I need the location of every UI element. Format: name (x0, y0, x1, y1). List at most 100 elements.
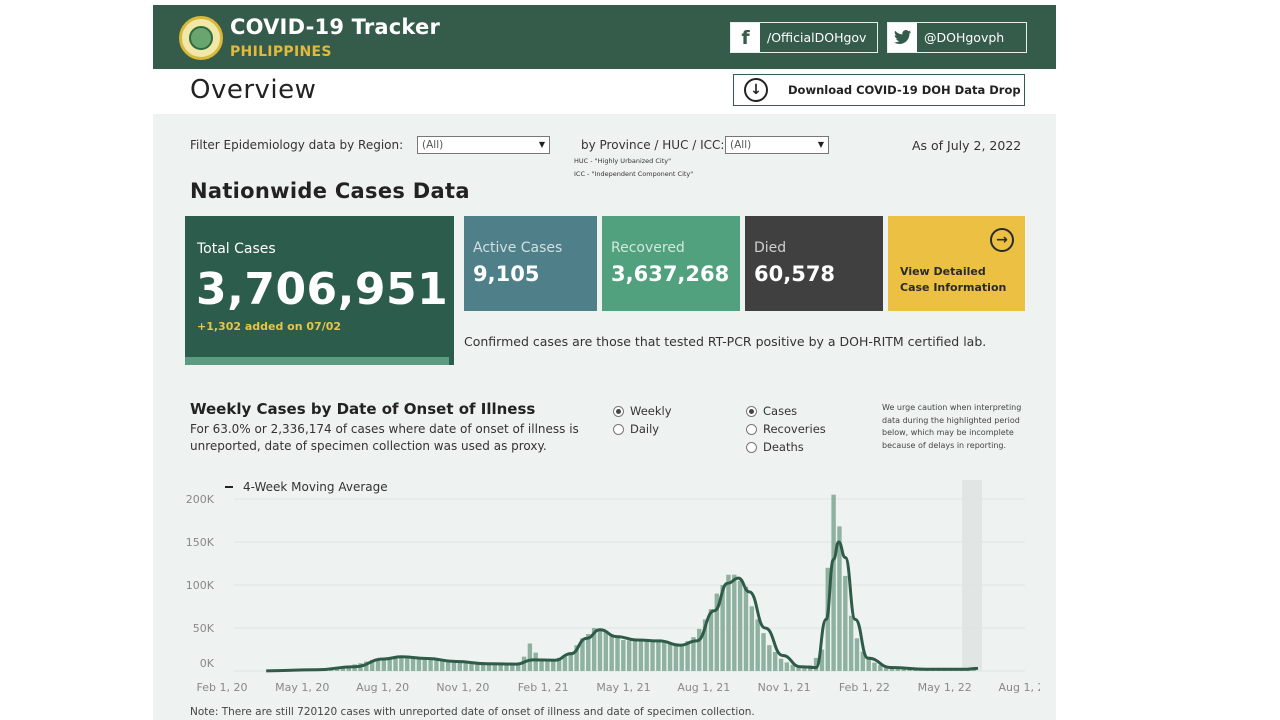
radio-cases[interactable]: Cases (746, 404, 797, 418)
weekly-case-bar (469, 663, 474, 671)
weekly-case-bar (393, 656, 398, 671)
weekly-case-bar (708, 609, 714, 671)
total-cases-card: Total Cases 3,706,951 +1,302 added on 07… (185, 216, 454, 365)
radio-deaths-label: Deaths (763, 440, 804, 454)
weekly-case-bar (405, 657, 410, 671)
weekly-case-bar (691, 637, 696, 671)
weekly-case-bar (416, 658, 422, 671)
y-tick-label: 200K (186, 493, 215, 506)
died-label: Died (754, 240, 787, 256)
weekly-case-bar (533, 652, 538, 671)
view-detailed-label: View Detailed Case Information (900, 265, 1007, 294)
radio-unselected-icon (746, 441, 757, 453)
download-data-drop-button[interactable]: ↓ Download COVID-19 DOH Data Drop (733, 74, 1025, 106)
caution-note: We urge caution when interpreting data d… (882, 403, 1022, 450)
total-cases-accent-bar (185, 357, 449, 365)
weekly-case-bar (872, 662, 877, 671)
weekly-case-bar (656, 640, 661, 671)
weekly-case-bar (866, 658, 871, 671)
weekly-case-bar (767, 645, 772, 671)
radio-weekly-label: Weekly (630, 404, 672, 418)
weekly-case-bar (580, 638, 585, 671)
weekly-case-bar (463, 662, 468, 671)
weekly-cases-chart[interactable]: 0K 50K 100K 150K 200K Feb 1, 20 May 1, 20 Aug 1… (180, 470, 1040, 700)
radio-deaths[interactable]: Deaths (746, 440, 804, 454)
x-tick-label: May 1, 20 (275, 681, 329, 694)
weekly-case-bar (591, 628, 597, 671)
y-tick-label: 0K (200, 657, 215, 670)
weekly-case-bar (562, 654, 568, 671)
weekly-case-bar (475, 664, 480, 671)
region-select[interactable]: (All) ▼ (417, 136, 550, 154)
facebook-icon: f (731, 23, 760, 52)
huc-note: HUC - "Highly Urbanized City" (574, 157, 672, 165)
chart-description: For 63.0% or 2,336,174 of cases where da… (190, 422, 579, 453)
weekly-case-bar (726, 574, 731, 671)
weekly-case-bar (451, 661, 457, 671)
as-of-date: As of July 2, 2022 (912, 138, 1022, 153)
radio-recoveries-label: Recoveries (763, 422, 826, 436)
weekly-case-bar (603, 631, 609, 671)
facebook-handle: /OfficialDOHgov (767, 30, 867, 45)
weekly-case-bar (749, 606, 755, 671)
weekly-case-bar (480, 664, 486, 671)
weekly-case-bar (743, 586, 749, 671)
weekly-case-bar (387, 656, 392, 671)
weekly-case-bar (498, 664, 503, 671)
weekly-case-bar (364, 661, 369, 671)
weekly-case-bar (486, 664, 492, 671)
weekly-case-bar (901, 668, 906, 671)
weekly-case-bar (679, 644, 684, 671)
province-select[interactable]: (All) ▼ (725, 136, 829, 154)
facebook-link[interactable]: f /OfficialDOHgov (730, 22, 878, 53)
province-filter-label: by Province / HUC / ICC: (581, 138, 725, 152)
twitter-handle: @DOHgovph (924, 30, 1005, 45)
radio-weekly[interactable]: Weekly (613, 404, 672, 418)
chart-legend: 4-Week Moving Average (225, 480, 388, 494)
weekly-case-bar (667, 643, 673, 671)
weekly-case-bar (369, 659, 375, 671)
arrow-right-circle-icon: → (990, 228, 1014, 252)
app-title: COVID-19 Tracker (230, 15, 441, 39)
doh-seal-icon (179, 16, 223, 60)
weekly-case-bar (539, 660, 544, 671)
highlighted-period (962, 480, 982, 671)
weekly-case-bar (773, 651, 778, 671)
active-cases-card: Active Cases 9,105 (464, 216, 597, 311)
weekly-case-bar (673, 644, 679, 671)
weekly-case-bar (574, 645, 579, 671)
twitter-link[interactable]: @DOHgovph (887, 22, 1027, 53)
recovered-label: Recovered (611, 240, 685, 256)
weekly-case-bar (434, 659, 439, 671)
weekly-case-bar (697, 628, 702, 671)
weekly-case-bar (714, 593, 719, 671)
weekly-case-bar (521, 656, 527, 671)
app-header: COVID-19 Tracker PHILIPPINES f /Official… (153, 5, 1056, 69)
radio-unselected-icon (746, 423, 757, 435)
chart-footnote: Note: There are still 720120 cases with … (190, 706, 755, 718)
weekly-case-bar (381, 657, 387, 671)
weekly-case-bar (796, 666, 801, 671)
radio-daily[interactable]: Daily (613, 422, 659, 436)
confirmed-cases-note: Confirmed cases are those that tested RT… (464, 334, 987, 349)
radio-recoveries[interactable]: Recoveries (746, 422, 826, 436)
weekly-case-bar (761, 633, 766, 671)
section-title: Nationwide Cases Data (190, 179, 470, 203)
recovered-card: Recovered 3,637,268 (602, 216, 740, 311)
radio-cases-label: Cases (763, 404, 798, 418)
twitter-icon (888, 23, 917, 52)
weekly-case-bar (515, 663, 521, 671)
weekly-case-bar (586, 634, 591, 671)
weekly-case-bar (632, 640, 638, 671)
weekly-case-bar (732, 574, 737, 671)
weekly-case-bar (650, 640, 655, 671)
total-cases-label: Total Cases (197, 241, 276, 257)
weekly-case-bar (609, 634, 614, 671)
download-arrow-icon: ↓ (744, 78, 768, 102)
view-detailed-case-button[interactable]: → View Detailed Case Information (888, 216, 1025, 311)
weekly-case-bar (428, 659, 433, 671)
weekly-case-bar (790, 664, 795, 671)
weekly-case-bar (848, 615, 854, 671)
weekly-case-bar (527, 643, 533, 671)
x-tick-label: Aug 1, 21 (677, 681, 730, 694)
